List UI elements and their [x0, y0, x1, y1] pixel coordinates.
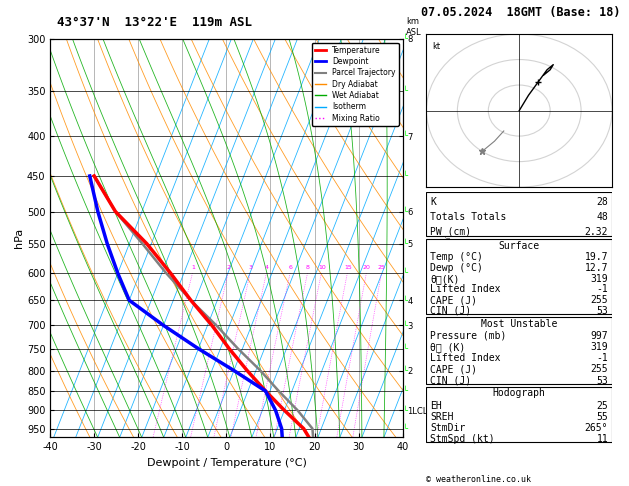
Text: 6: 6 — [289, 265, 292, 270]
Text: 53: 53 — [596, 306, 608, 316]
Text: K: K — [430, 197, 436, 207]
Text: 265°: 265° — [585, 423, 608, 433]
Text: └: └ — [403, 296, 408, 305]
Text: 319: 319 — [591, 274, 608, 284]
Text: └: └ — [403, 386, 408, 396]
Legend: Temperature, Dewpoint, Parcel Trajectory, Dry Adiabat, Wet Adiabat, Isotherm, Mi: Temperature, Dewpoint, Parcel Trajectory… — [311, 43, 399, 125]
Text: 11: 11 — [596, 434, 608, 444]
Text: 25: 25 — [596, 400, 608, 411]
Text: EH: EH — [430, 400, 442, 411]
Text: CAPE (J): CAPE (J) — [430, 295, 477, 305]
Text: Most Unstable: Most Unstable — [481, 319, 557, 329]
Text: └: └ — [403, 239, 408, 248]
Text: 25: 25 — [378, 265, 386, 270]
Bar — [426, 317, 612, 384]
Text: Lifted Index: Lifted Index — [430, 353, 501, 363]
Text: 1: 1 — [191, 265, 195, 270]
Text: 28: 28 — [596, 197, 608, 207]
Text: SREH: SREH — [430, 412, 454, 422]
Text: 3: 3 — [248, 265, 253, 270]
Text: Mixing Ratio (g/kg): Mixing Ratio (g/kg) — [444, 198, 453, 278]
Y-axis label: hPa: hPa — [14, 228, 24, 248]
Text: Temp (°C): Temp (°C) — [430, 252, 483, 262]
Text: Lifted Index: Lifted Index — [430, 284, 501, 295]
Text: 43°37'N  13°22'E  119m ASL: 43°37'N 13°22'E 119m ASL — [57, 16, 252, 29]
Text: └: └ — [403, 207, 408, 216]
Text: StmDir: StmDir — [430, 423, 465, 433]
Text: └: └ — [403, 172, 408, 180]
Text: 255: 255 — [591, 295, 608, 305]
Text: 10: 10 — [318, 265, 326, 270]
Text: Hodograph: Hodograph — [493, 388, 546, 399]
Text: 997: 997 — [591, 331, 608, 341]
Text: PW (cm): PW (cm) — [430, 226, 471, 237]
Text: 319: 319 — [591, 342, 608, 352]
Text: └: └ — [403, 269, 408, 278]
Text: CIN (J): CIN (J) — [430, 376, 471, 385]
Text: └: └ — [403, 87, 408, 96]
Text: Pressure (mb): Pressure (mb) — [430, 331, 506, 341]
Text: 20: 20 — [363, 265, 370, 270]
Text: -1: -1 — [596, 353, 608, 363]
Text: 48: 48 — [596, 212, 608, 222]
Text: θᴇ (K): θᴇ (K) — [430, 342, 465, 352]
Text: 07.05.2024  18GMT (Base: 18): 07.05.2024 18GMT (Base: 18) — [421, 6, 621, 19]
Text: 15: 15 — [344, 265, 352, 270]
Bar — [426, 387, 612, 442]
Bar — [426, 239, 612, 314]
Text: CAPE (J): CAPE (J) — [430, 364, 477, 374]
Text: └: └ — [403, 366, 408, 375]
Text: 53: 53 — [596, 376, 608, 385]
Text: └: └ — [403, 35, 408, 43]
Text: └: └ — [403, 406, 408, 415]
Text: -1: -1 — [596, 284, 608, 295]
Text: 19.7: 19.7 — [585, 252, 608, 262]
Text: 12.7: 12.7 — [585, 263, 608, 273]
Text: 4: 4 — [265, 265, 269, 270]
Text: km
ASL: km ASL — [406, 17, 421, 37]
Text: kt: kt — [433, 42, 441, 52]
Text: Dewp (°C): Dewp (°C) — [430, 263, 483, 273]
Text: └: └ — [403, 132, 408, 140]
Text: 255: 255 — [591, 364, 608, 374]
Text: └: └ — [403, 321, 408, 330]
Text: Surface: Surface — [499, 241, 540, 251]
Text: StmSpd (kt): StmSpd (kt) — [430, 434, 495, 444]
Text: 2: 2 — [226, 265, 231, 270]
Text: 8: 8 — [306, 265, 310, 270]
Text: θᴇ(K): θᴇ(K) — [430, 274, 460, 284]
Text: └: └ — [403, 344, 408, 353]
Text: 2.32: 2.32 — [585, 226, 608, 237]
Text: 55: 55 — [596, 412, 608, 422]
Text: Totals Totals: Totals Totals — [430, 212, 506, 222]
Text: └: └ — [403, 424, 408, 433]
Bar — [426, 192, 612, 236]
Text: CIN (J): CIN (J) — [430, 306, 471, 316]
Text: © weatheronline.co.uk: © weatheronline.co.uk — [426, 474, 532, 484]
X-axis label: Dewpoint / Temperature (°C): Dewpoint / Temperature (°C) — [147, 458, 306, 468]
